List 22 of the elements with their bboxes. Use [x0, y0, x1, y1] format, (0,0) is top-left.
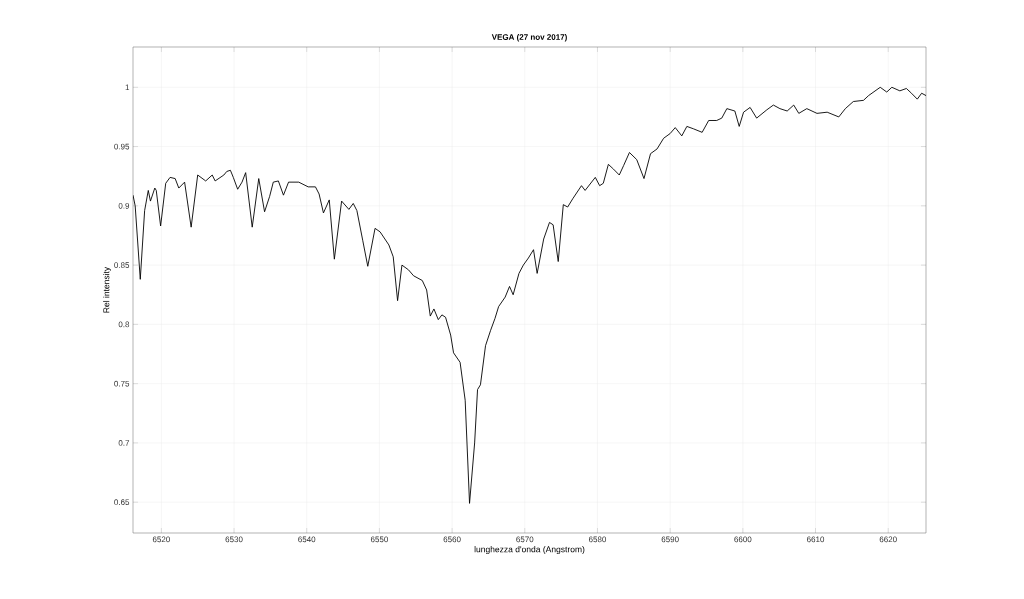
x-tick-label: 6550 — [370, 536, 388, 543]
y-tick-label: 0.75 — [114, 380, 130, 387]
y-axis-title: Rel intensity — [103, 266, 112, 313]
x-tick-label: 6540 — [298, 536, 316, 543]
y-tick-label: 0.65 — [114, 499, 130, 506]
x-axis-title: lunghezza d'onda (Angstrom) — [474, 546, 585, 554]
x-tick-label: 6620 — [879, 536, 897, 543]
y-tick-label: 0.7 — [118, 440, 130, 446]
y-tick-label: 0.85 — [114, 262, 130, 268]
x-tick-label: 6590 — [661, 536, 679, 543]
y-tick-label: 0.8 — [118, 321, 130, 328]
y-tick-label: 1 — [125, 84, 130, 91]
x-tick-label: 6530 — [225, 536, 243, 543]
y-tick-label: 0.95 — [114, 143, 130, 150]
x-tick-label: 6570 — [516, 536, 534, 543]
y-tick-label: 0.9 — [118, 203, 130, 209]
chart-title: VEGA (27 nov 2017) — [491, 34, 567, 42]
x-tick-label: 6560 — [443, 536, 461, 543]
x-tick-label: 6600 — [734, 536, 752, 543]
x-tick-label: 6610 — [807, 536, 825, 543]
x-tick-label: 6520 — [152, 536, 170, 543]
x-tick-label: 6580 — [588, 536, 607, 543]
